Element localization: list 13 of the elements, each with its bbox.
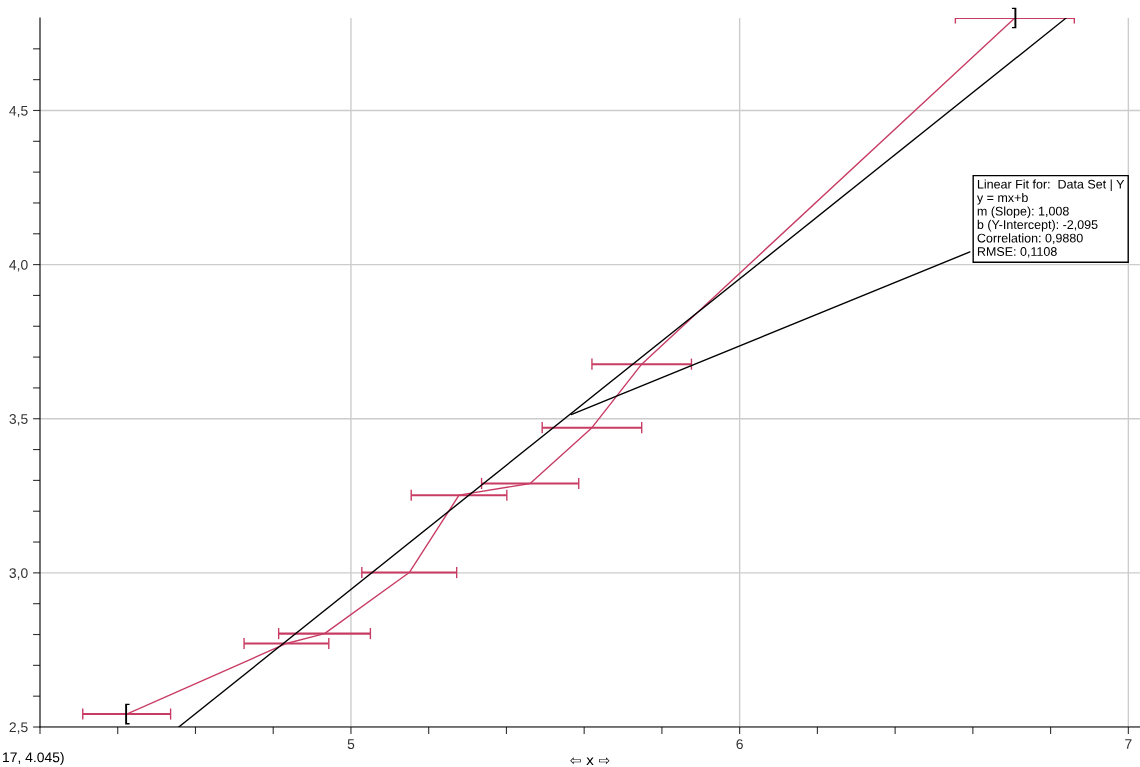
annotation: ]: [1011, 7, 1017, 29]
x-axis-title: ⇦ x ⇨: [570, 757, 610, 766]
x-tick-label: 5: [347, 739, 355, 750]
y-tick-label: 3,0: [9, 568, 28, 580]
text: 17, 4.045): [3, 752, 64, 765]
y-tick-label: 4,0: [9, 259, 28, 272]
annotation: [: [125, 703, 130, 725]
annotation: Linear Fit for: Data Set | Y y = mx+b m (Slope): 1,008 b (Y-Intercept): -2,095 Correlation: 0,9880 RMSE: 0,1108: [976, 179, 1125, 258]
y-tick-label: 2,5: [9, 722, 28, 734]
x-tick-label: 7: [1125, 739, 1132, 749]
x-tick-label: 6: [736, 739, 743, 750]
y-tick-label: 3,5: [9, 414, 28, 426]
y-tick-label: 4,5: [9, 105, 28, 118]
